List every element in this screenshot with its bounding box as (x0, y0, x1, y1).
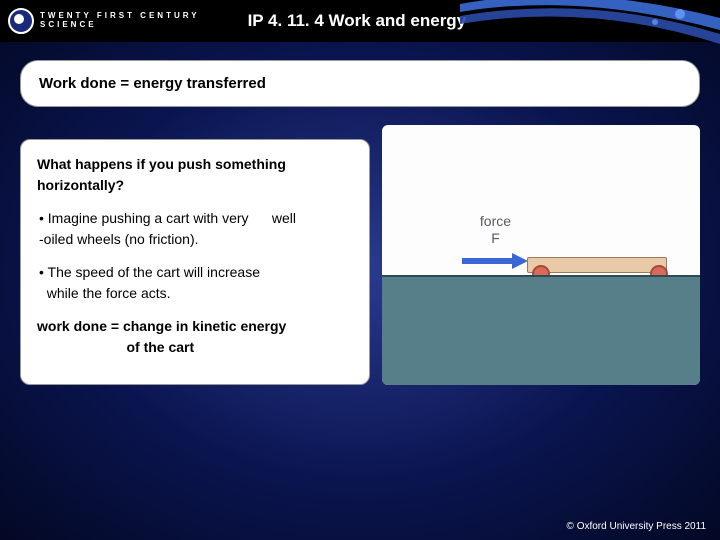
logo-mark-icon (8, 8, 34, 34)
cart-diagram: force F (382, 125, 700, 385)
conclusion-a: work done = change in kinetic energy (37, 318, 286, 334)
text-block: What happens if you push something horiz… (20, 139, 370, 385)
main-row: What happens if you push something horiz… (20, 125, 700, 385)
bullet-1a: • Imagine pushing a cart with very (39, 210, 249, 226)
bullet-2a: • The speed of the cart will increase (39, 264, 260, 280)
bullet-1c: -oiled wheels (no friction). (39, 231, 199, 247)
right-column: force F (382, 125, 700, 385)
heading-card: Work done = energy transferred (20, 60, 700, 107)
bullet-2: • The speed of the cart will increase wh… (39, 262, 353, 304)
content-area: Work done = energy transferred What happ… (20, 60, 700, 385)
arrow-shaft (462, 258, 514, 264)
conclusion: work done = change in kinetic energy of … (37, 316, 353, 358)
conclusion-b: of the cart (126, 339, 194, 355)
force-arrow-icon (462, 255, 530, 267)
bullet-1: • Imagine pushing a cart with very well … (39, 208, 353, 250)
bullet-1b: well (272, 210, 296, 226)
logo: TWENTY FIRST CENTURY SCIENCE (8, 8, 200, 34)
question-text: What happens if you push something horiz… (37, 154, 353, 196)
force-label-bottom: F (480, 230, 511, 247)
header-bar: TWENTY FIRST CENTURY SCIENCE IP 4. 11. 4… (0, 0, 720, 42)
logo-line-2: SCIENCE (40, 21, 200, 30)
force-label-top: force (480, 213, 511, 230)
left-column: What happens if you push something horiz… (20, 125, 370, 385)
copyright-footer: © Oxford University Press 2011 (567, 521, 706, 532)
page-title: IP 4. 11. 4 Work and energy (248, 11, 467, 31)
force-label: force F (480, 213, 511, 247)
arrow-head (512, 253, 528, 269)
logo-text: TWENTY FIRST CENTURY SCIENCE (40, 12, 200, 30)
card-heading: Work done = energy transferred (39, 75, 681, 92)
surface (382, 275, 700, 385)
bullet-2b: while the force acts. (47, 285, 171, 301)
